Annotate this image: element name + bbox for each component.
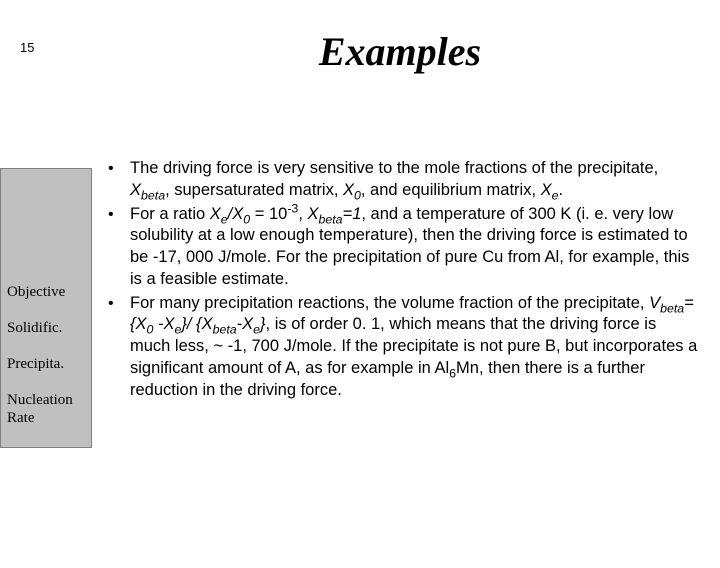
sidebar-inner: Objective Solidific. Precipita. Nucleati… bbox=[1, 169, 91, 447]
bullet-3: For many precipitation reactions, the vo… bbox=[100, 293, 700, 402]
sidebar-item-nucleation-rate[interactable]: Nucleation Rate bbox=[7, 391, 85, 427]
sidebar: Objective Solidific. Precipita. Nucleati… bbox=[0, 168, 92, 448]
page-number: 15 bbox=[20, 40, 34, 55]
sidebar-item-objective[interactable]: Objective bbox=[7, 283, 85, 301]
bullet-1: The driving force is very sensitive to t… bbox=[100, 158, 700, 202]
sidebar-item-solidific[interactable]: Solidific. bbox=[7, 319, 85, 337]
page-title: Examples bbox=[80, 28, 720, 75]
bullet-2: For a ratio Xe/X0 = 10-3, Xbeta=1, and a… bbox=[100, 204, 700, 291]
content-area: The driving force is very sensitive to t… bbox=[100, 158, 700, 403]
sidebar-item-precipita[interactable]: Precipita. bbox=[7, 355, 85, 373]
bullet-list: The driving force is very sensitive to t… bbox=[100, 158, 700, 401]
